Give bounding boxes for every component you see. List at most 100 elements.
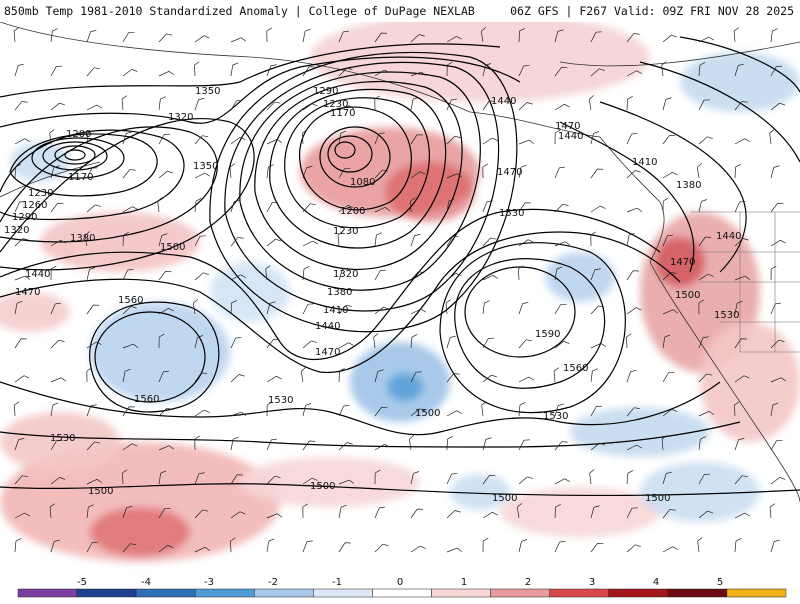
wind-barb (480, 27, 486, 43)
wind-barb (302, 340, 317, 349)
state-borders (690, 211, 800, 353)
height-label: 1230 (323, 99, 348, 110)
wind-barb (446, 547, 463, 553)
height-label: 1200 (340, 206, 365, 217)
wind-barb (698, 273, 714, 281)
wind-barb (481, 401, 487, 417)
wind-barb (302, 203, 317, 213)
height-label: 1500 (645, 493, 670, 504)
wind-barb (14, 300, 23, 315)
wind-barb (14, 238, 29, 247)
wind-barb (230, 137, 246, 145)
wind-barb (626, 70, 642, 77)
wind-barb (122, 506, 133, 519)
wind-barb (338, 442, 353, 451)
wind-barb (14, 538, 22, 553)
wind-barb (158, 170, 174, 179)
wind-barb (554, 241, 571, 247)
wind-barb (14, 63, 24, 77)
wind-barb (482, 163, 488, 179)
wind-barb (554, 266, 563, 281)
wind-barb (410, 71, 427, 77)
wind-barb (266, 376, 282, 383)
wind-barb (446, 373, 460, 383)
height-label: 1500 (88, 486, 113, 497)
colorbar-segment (726, 588, 787, 598)
wind-barb (49, 503, 55, 519)
wind-barb (50, 102, 66, 111)
wind-barb (266, 27, 272, 43)
wind-barb (14, 101, 28, 111)
wind-barb (266, 301, 276, 315)
wind-barb (86, 341, 102, 349)
wind-barb (50, 377, 67, 383)
wind-barb (554, 166, 566, 179)
wind-barb (446, 435, 453, 451)
wind-barb (770, 377, 787, 383)
wind-barb (300, 367, 306, 383)
wind-barb (410, 371, 422, 383)
wind-barb (734, 163, 741, 179)
height-label: 1440 (558, 131, 583, 142)
wind-barb (408, 435, 414, 451)
wind-barb (554, 441, 568, 451)
wind-barb (50, 302, 62, 315)
wind-barb (230, 62, 239, 77)
height-label: 1470 (555, 121, 580, 132)
wind-barb (374, 469, 381, 485)
wind-barb (410, 408, 425, 417)
wind-barb (338, 130, 347, 145)
wind-barb (86, 204, 101, 213)
wind-barb (662, 309, 679, 315)
wind-barb (302, 503, 308, 519)
wind-barb (588, 95, 594, 111)
wind-barb (554, 341, 570, 349)
coastlines (0, 22, 800, 503)
anomaly-shading (0, 22, 800, 562)
wind-barb (518, 202, 531, 213)
wind-barb (734, 300, 743, 315)
wind-barb (770, 477, 786, 485)
wind-barb (770, 28, 778, 43)
colorbar-segment (76, 588, 137, 598)
height-label: 1170 (68, 172, 93, 183)
wind-barb (446, 410, 462, 417)
wind-barb (266, 64, 277, 77)
wind-barb (770, 539, 780, 553)
tick-label: 4 (653, 577, 659, 588)
colorbar-segment (254, 588, 314, 598)
wind-barb (86, 504, 94, 519)
wind-barb (158, 96, 166, 111)
wind-barb (86, 267, 96, 281)
colorbar-segments (17, 588, 787, 598)
wind-barb (194, 335, 204, 349)
wind-barb (265, 265, 271, 281)
wind-barb (302, 403, 312, 417)
height-label: 1380 (676, 180, 701, 191)
height-label: 1470 (497, 167, 522, 178)
wind-barb (626, 270, 639, 281)
height-label: 1470 (315, 347, 340, 358)
wind-barb (194, 235, 206, 247)
wind-barb (374, 306, 390, 315)
wind-barb (122, 368, 131, 383)
wind-barb (770, 302, 782, 315)
wind-barb (337, 231, 343, 247)
wind-barb (374, 132, 385, 145)
wind-barb (554, 29, 564, 43)
wind-barb (230, 537, 236, 553)
wind-barb (157, 197, 163, 213)
wind-barb (86, 167, 98, 179)
wind-barb (662, 234, 674, 247)
wind-barb (770, 165, 780, 179)
wind-barb (698, 373, 713, 383)
wind-barb (374, 543, 389, 553)
height-label: 1440 (315, 321, 340, 332)
wind-barb (194, 509, 209, 519)
height-label: 1500 (415, 408, 440, 419)
colorbar: -5 -4 -3 -2 -1 0 1 2 3 4 5 (0, 575, 800, 600)
height-label: 1230 (28, 188, 53, 199)
wind-barb (410, 134, 423, 145)
colorbar-segment (313, 588, 373, 598)
wind-barb (49, 129, 55, 145)
